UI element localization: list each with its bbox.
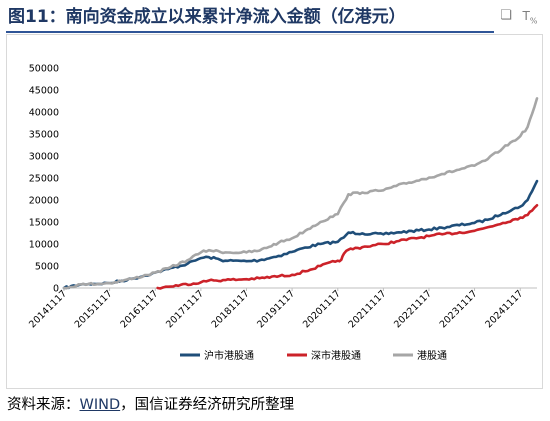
line-chart: 0 5000 10000 15000 20000 25000 30000 35000 40000… — [27, 64, 539, 362]
x-tick-label: 20201117 — [301, 288, 343, 330]
y-tick-label: 50000 — [29, 64, 59, 75]
source-suffix: ，国信证券经济研究所整理 — [120, 397, 295, 413]
y-tick-label: 35000 — [29, 130, 59, 141]
copy-icon[interactable]: ❏ — [500, 8, 512, 23]
source-note: 资料来源：WIND，国信证券经济研究所整理 — [7, 393, 294, 417]
legend-label: 港股通 — [417, 350, 447, 362]
x-tick-label: 20171117 — [164, 288, 206, 330]
x-tick-label: 20181117 — [210, 288, 252, 330]
source-prefix: 资料来源： — [7, 397, 80, 413]
y-axis-ticks: 0 5000 10000 15000 20000 25000 30000 35000 40000… — [29, 64, 59, 295]
x-tick-label: 20221117 — [392, 288, 434, 330]
y-tick-label: 45000 — [29, 86, 59, 97]
series-lines — [62, 97, 539, 290]
legend-label: 沪市港股通 — [204, 349, 254, 362]
series-line-1 — [156, 204, 539, 290]
text-recognition-icon[interactable]: T% — [522, 9, 538, 26]
figure-title: 图11：南向资金成立以来累计净流入金额（亿港元） — [8, 7, 406, 27]
x-tick-label: 20151117 — [73, 288, 115, 330]
chart-frame: 0 5000 10000 15000 20000 25000 30000 35000 40000… — [6, 34, 543, 389]
chart-legend: 沪市港股通 深市港股通 港股通 — [180, 349, 447, 362]
y-tick-label: 40000 — [29, 108, 59, 119]
y-tick-label: 0 — [53, 284, 59, 295]
y-tick-label: 15000 — [29, 218, 59, 229]
legend-label: 深市港股通 — [311, 349, 361, 362]
source-highlight: WIND — [79, 397, 121, 413]
x-tick-label: 20191117 — [255, 288, 297, 330]
x-tick-label: 20211117 — [347, 288, 389, 330]
y-tick-label: 30000 — [29, 152, 59, 163]
y-tick-label: 25000 — [29, 174, 59, 185]
x-tick-label: 20161117 — [118, 288, 160, 330]
series-line-2 — [62, 97, 539, 290]
title-divider — [6, 31, 494, 33]
y-tick-label: 5000 — [35, 262, 59, 273]
x-tick-label: 20141117 — [27, 288, 69, 330]
y-tick-label: 10000 — [29, 240, 59, 251]
y-tick-label: 20000 — [29, 196, 59, 207]
x-tick-label: 20231117 — [438, 288, 480, 330]
x-axis-ticks: 20141117 20151117 20161117 20171117 20181117… — [27, 288, 525, 330]
x-tick-label: 20241117 — [483, 288, 525, 330]
